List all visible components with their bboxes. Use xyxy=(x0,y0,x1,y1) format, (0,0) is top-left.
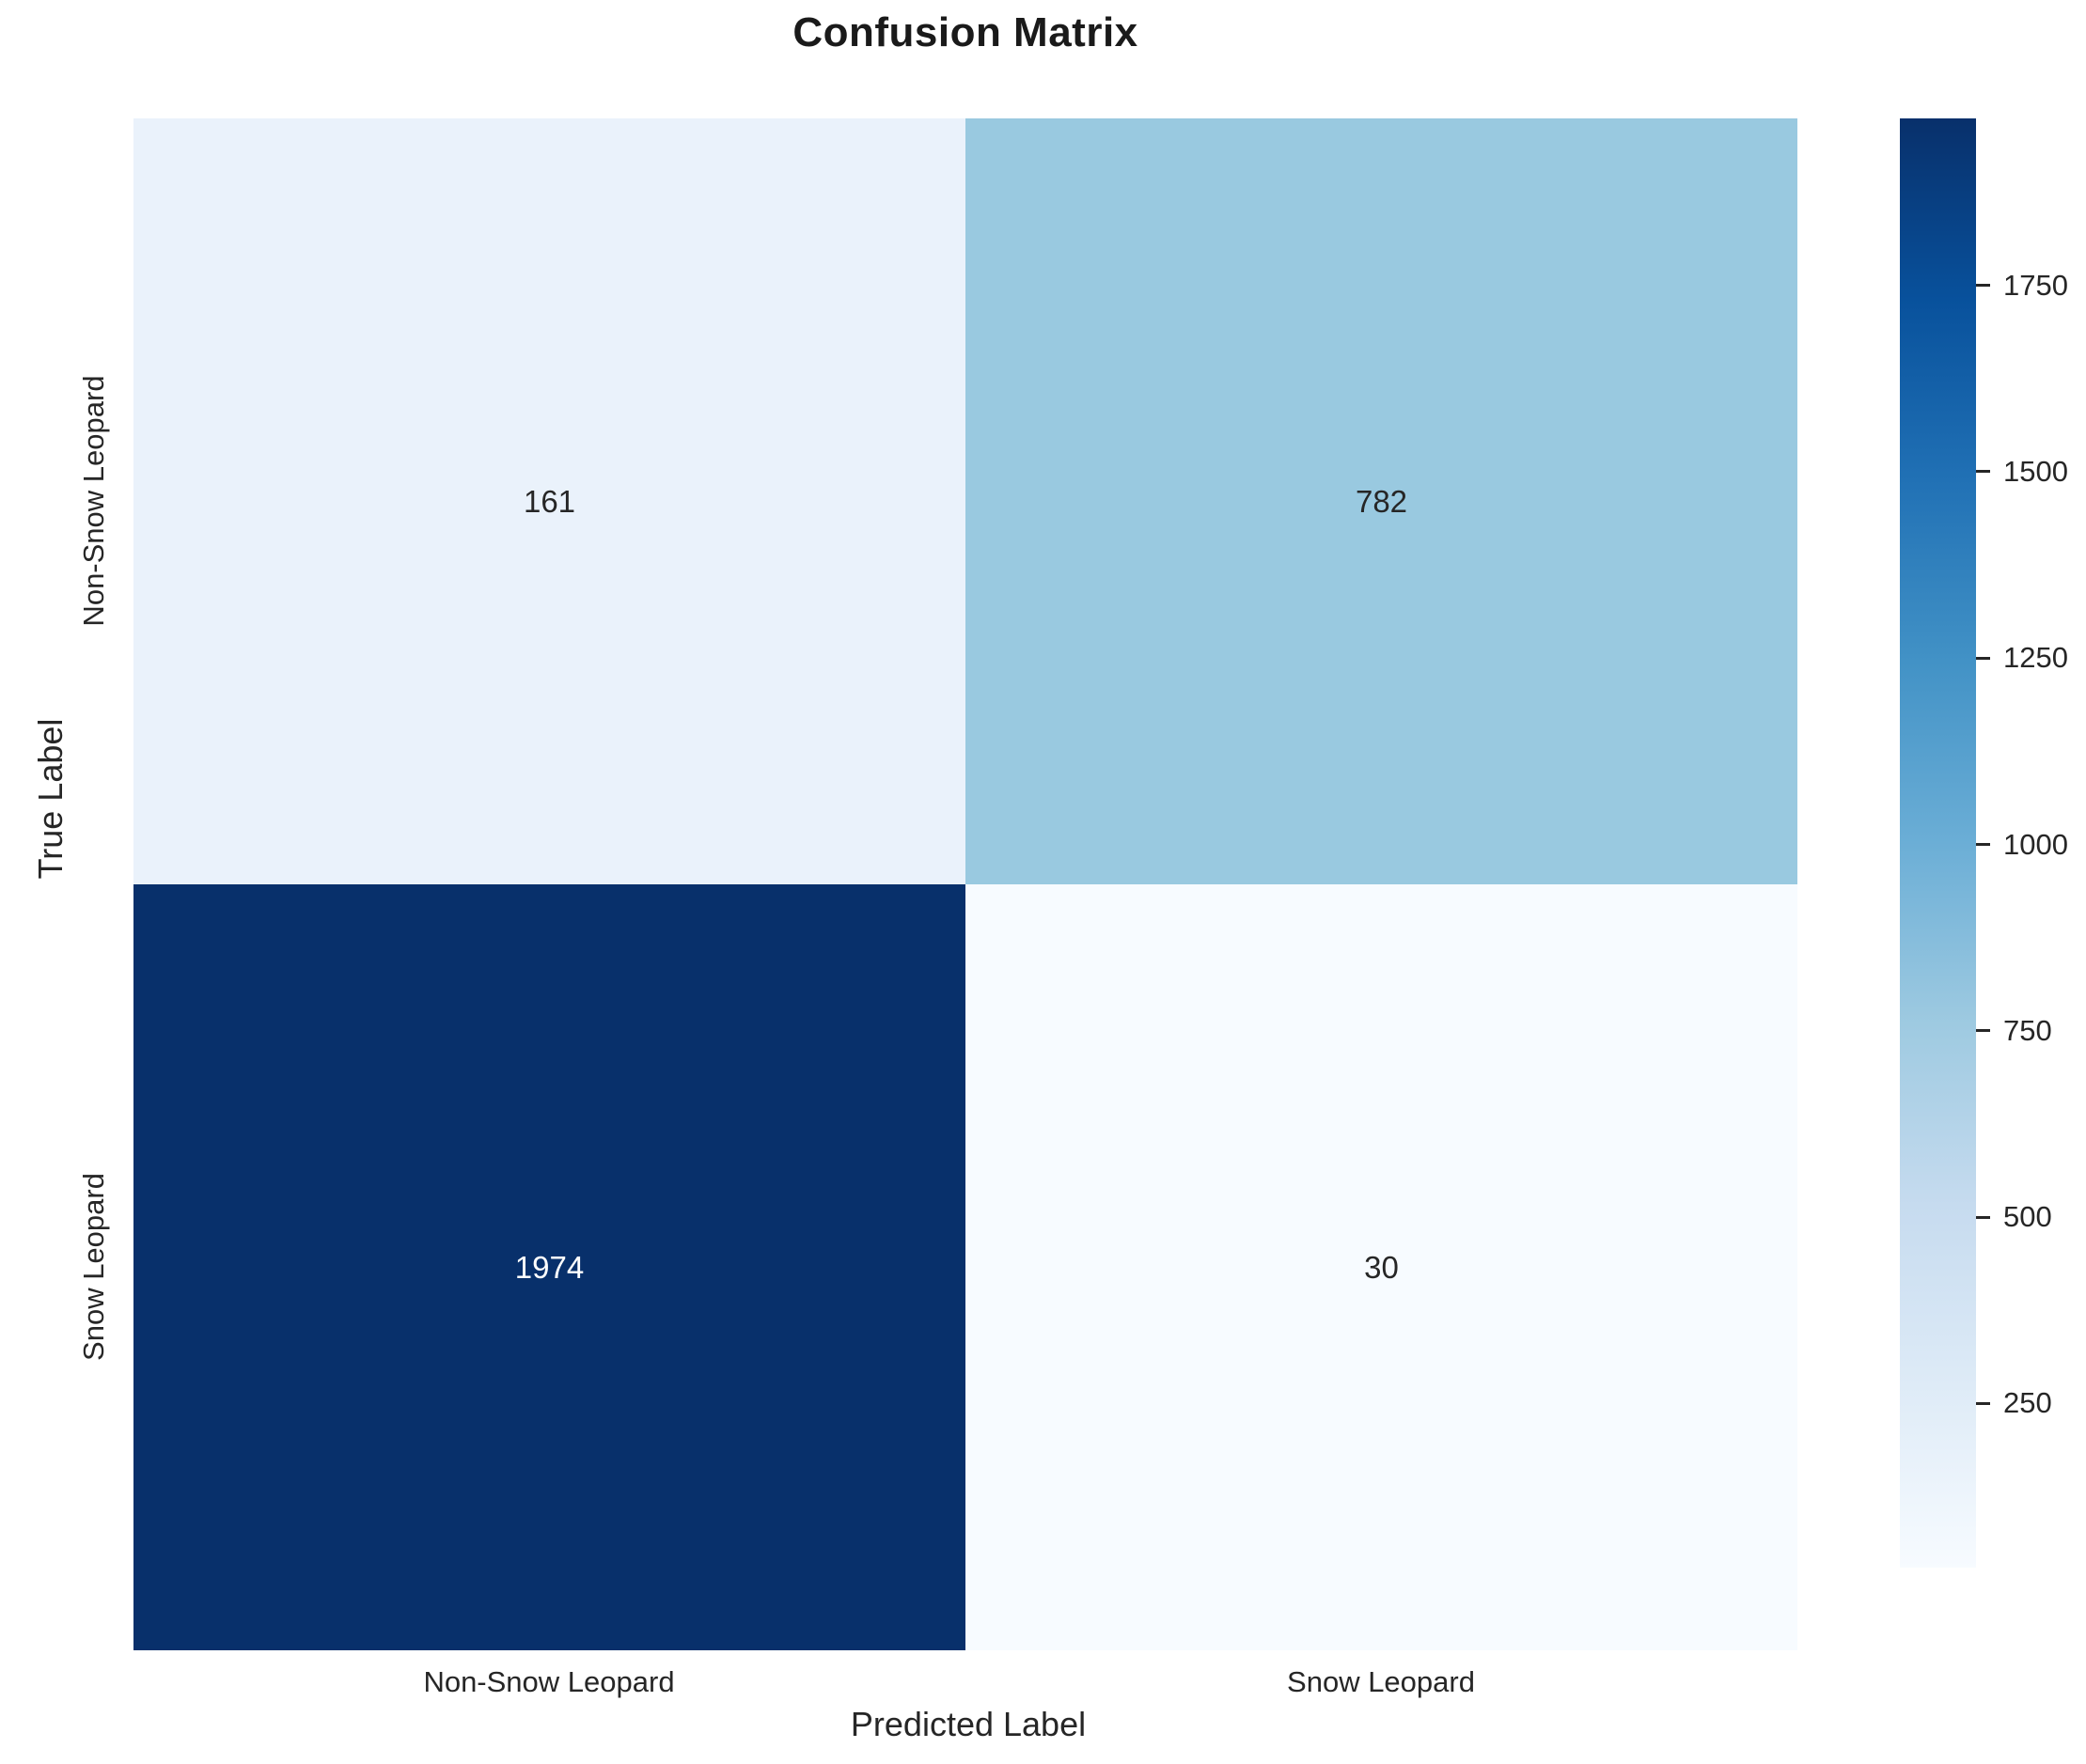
colorbar-tick-label: 500 xyxy=(2003,1200,2052,1234)
cell-value: 782 xyxy=(1355,484,1408,519)
x-axis-label: Predicted Label xyxy=(850,1705,1087,1743)
colorbar-tick: 1750 xyxy=(1976,269,2068,303)
colorbar-ticks: 250 500 750 1000 1250 1500 1750 xyxy=(1976,118,2086,1568)
y-axis-label: True Label xyxy=(31,718,70,880)
x-tick-label-non-snow-leopard: Non-Snow Leopard xyxy=(423,1665,675,1698)
colorbar-tick-label: 250 xyxy=(2003,1386,2052,1420)
y-tick-label-non-snow-leopard: Non-Snow Leopard xyxy=(77,375,110,627)
heatmap-cell: 161 xyxy=(133,118,965,884)
colorbar-tick: 500 xyxy=(1976,1200,2052,1234)
chart-title: Confusion Matrix xyxy=(792,9,1138,55)
colorbar-tick: 1500 xyxy=(1976,455,2068,489)
colorbar-tick-mark xyxy=(1976,284,1990,288)
colorbar-tick: 1250 xyxy=(1976,641,2068,675)
x-tick-label-snow-leopard: Snow Leopard xyxy=(1287,1665,1475,1698)
colorbar-tick-label: 1500 xyxy=(2003,454,2068,488)
colorbar-tick-mark xyxy=(1976,656,1990,660)
cell-value: 161 xyxy=(523,484,576,519)
colorbar-tick: 250 xyxy=(1976,1386,2052,1420)
colorbar-tick-mark xyxy=(1976,843,1990,847)
colorbar-tick-label: 1250 xyxy=(2003,641,2068,675)
colorbar-tick-mark xyxy=(1976,470,1990,474)
heatmap-grid: 161 782 1974 30 xyxy=(133,118,1797,1650)
colorbar-tick-mark xyxy=(1976,1029,1990,1033)
colorbar-tick-mark xyxy=(1976,1215,1990,1219)
colorbar-tick-mark xyxy=(1976,1401,1990,1405)
colorbar-tick-label: 750 xyxy=(2003,1013,2052,1047)
colorbar-tick-label: 1000 xyxy=(2003,827,2068,861)
cell-value: 1974 xyxy=(514,1250,585,1285)
colorbar-tick-label: 1750 xyxy=(2003,268,2068,302)
heatmap-cell: 1974 xyxy=(133,884,965,1650)
cell-value: 30 xyxy=(1364,1250,1399,1285)
colorbar-tick: 1000 xyxy=(1976,828,2068,862)
heatmap-cell: 30 xyxy=(965,884,1797,1650)
colorbar-tick: 750 xyxy=(1976,1014,2052,1048)
y-tick-label-snow-leopard: Snow Leopard xyxy=(77,1173,110,1361)
colorbar xyxy=(1900,118,1976,1568)
heatmap-cell: 782 xyxy=(965,118,1797,884)
